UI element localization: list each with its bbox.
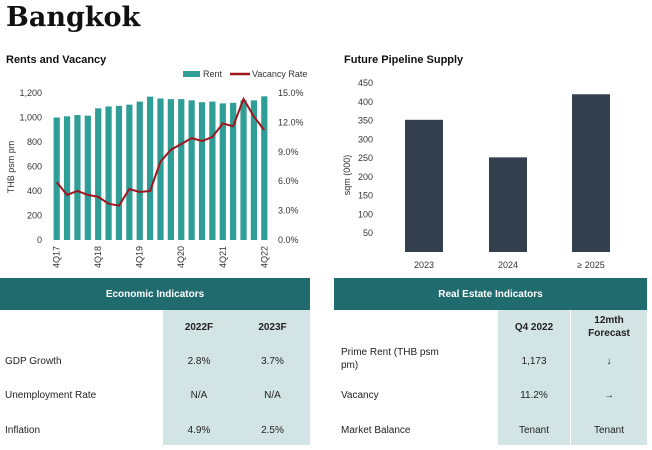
x-tick-label: 4Q22 [259,246,269,268]
real-estate-cell: 11.2% [520,389,548,401]
real-estate-indicators-header: Real Estate Indicators [334,278,647,310]
y-tick-label: 800 [27,137,42,147]
rent-bar [178,99,185,240]
y-tick-label: 200 [27,211,42,221]
x-tick-label: 4Q21 [218,246,228,268]
rent-bar [230,102,237,240]
economic-cell: 2.5% [261,424,284,436]
rent-bar [250,100,258,240]
rent-bar [53,117,60,240]
real-estate-row-label: Market Balance [341,424,411,436]
economic-indicators-header: Economic Indicators [0,278,310,310]
real-estate-shaded-column [571,310,647,445]
legend-rent-swatch [183,71,200,77]
real-estate-col-header: Q4 2022 [514,321,554,333]
economic-shaded-columns [163,310,310,445]
x-tick-label: ≥ 2025 [577,260,604,270]
page-title: Bangkok [6,2,141,33]
y-axis-label: THB psm pm [6,141,16,194]
x-tick-label: 2024 [498,260,518,270]
x-tick-label: 4Q17 [52,246,62,268]
real-estate-cell: Tenant [593,424,625,436]
y-tick-label: 250 [358,153,373,163]
forecast-right-arrow-icon: → [604,389,614,401]
rent-bar [209,101,216,240]
real-estate-row-label: Vacancy [341,389,379,401]
y-tick-label: 150 [358,191,373,201]
economic-row-label: GDP Growth [5,355,62,367]
rent-bar [63,116,71,240]
real-estate-col-header: 12mth Forecast [588,315,630,339]
economic-cell: 4.9% [187,424,211,436]
real-estate-cell: 1,173 [521,355,547,367]
rent-bar [136,101,143,240]
legend-label: Vacancy Rate [252,69,307,79]
y2-tick-label: 12.0% [278,117,304,127]
y-tick-label: 400 [27,186,42,196]
economic-col-header: 2023F [258,321,287,333]
forecast-down-arrow-icon: ↓ [606,355,612,367]
rent-bar [198,102,206,240]
pipeline-bar [489,157,527,252]
y2-tick-label: 0.0% [278,235,299,245]
y-tick-label: 50 [363,228,373,238]
rent-bar [74,115,81,240]
rent-bar [84,115,91,240]
economic-cell: 2.8% [187,355,211,367]
economic-row-label: Unemployment Rate [5,389,97,401]
rent-bar [188,100,195,240]
rent-bar [95,108,102,240]
y-tick-label: 350 [358,116,373,126]
rents-chart-title: Rents and Vacancy [6,54,107,66]
vacancy-rate-line [55,96,266,207]
x-tick-label: 4Q18 [93,246,103,268]
rent-bar [261,96,268,241]
y-tick-label: 400 [358,97,373,107]
economic-cell: N/A [190,389,208,401]
real-estate-row-label: Prime Rent (THB psm pm) [341,347,439,371]
y-axis-label: sqm (000) [342,155,352,196]
y2-tick-label: 3.0% [278,206,299,216]
economic-col-header: 2022F [184,321,214,333]
economic-cell: 3.7% [261,355,284,367]
rent-bar [146,96,154,240]
rent-bar [219,103,226,240]
real-estate-cell: Tenant [518,424,550,436]
rent-bar [157,98,164,240]
legend-label: Rent [203,69,223,79]
y2-tick-label: 6.0% [278,176,299,186]
y-tick-label: 200 [358,172,373,182]
pipeline-chart-title: Future Pipeline Supply [344,54,464,66]
rent-bar [105,106,112,240]
y-tick-label: 300 [358,134,373,144]
charts-canvas: 0 200 400 600 800 1,000 1,200 0.0% 3.0% 6.0% 9.0% 1… [6,69,610,270]
x-tick-label: 4Q19 [135,246,145,268]
real-estate-shaded-column [498,310,570,445]
y-tick-label: 100 [358,209,373,219]
y2-tick-label: 15.0% [278,88,304,98]
y-tick-label: 450 [358,78,373,88]
y-tick-label: 0 [37,235,42,245]
rent-bar [167,99,174,240]
pipeline-bar [405,119,443,252]
y-tick-label: 600 [27,162,42,172]
x-tick-label: 2023 [414,260,434,270]
rent-bar [115,105,123,240]
rent-bar [126,104,133,240]
x-tick-label: 4Q20 [176,246,186,268]
economic-row-label: Inflation [5,424,41,436]
economic-cell: N/A [264,389,281,401]
pipeline-bar [572,94,610,253]
y-tick-label: 1,200 [19,88,42,98]
y-tick-label: 1,000 [19,113,42,123]
rent-bar [240,100,247,240]
y2-tick-label: 9.0% [278,147,299,157]
